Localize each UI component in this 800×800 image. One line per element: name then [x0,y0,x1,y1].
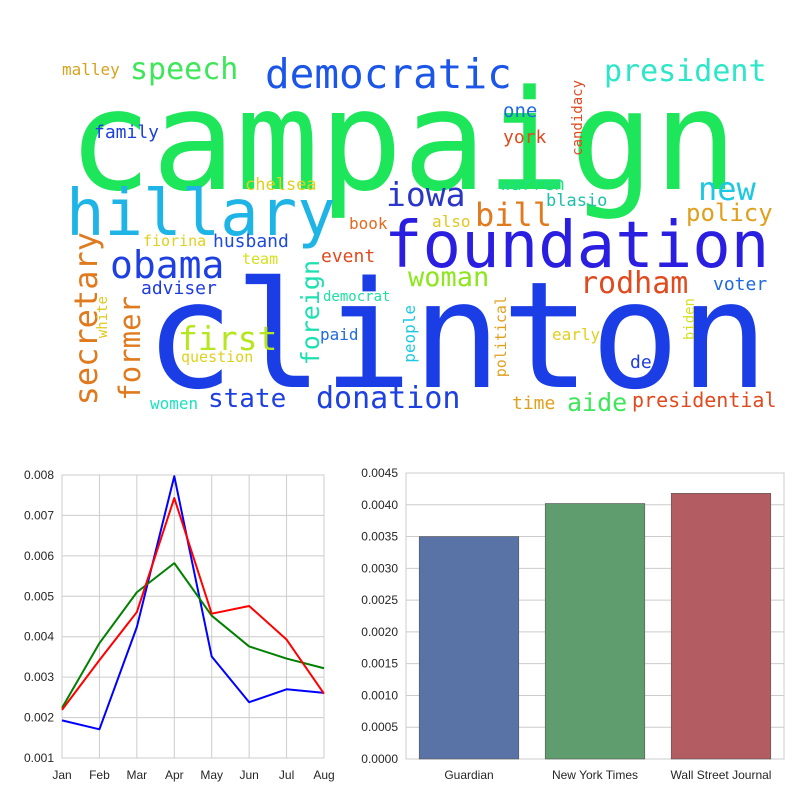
word-event: event [321,246,376,267]
x-tick-label: Jul [279,768,294,782]
series-line-2 [61,562,325,709]
y-tick-label: 0.003 [24,670,54,684]
word-women: women [150,394,199,413]
word-book: book [349,214,388,233]
y-tick-label: 0.0010 [361,688,398,702]
x-tick-label: Wall Street Journal [671,768,772,782]
word-de: de [630,352,652,373]
y-tick-label: 0.0030 [361,561,398,575]
word-presidential: presidential [632,388,777,412]
x-tick-label: Jan [52,768,71,782]
word-obama: obama [110,243,225,287]
word-malley: malley [62,60,120,79]
word-political: political [492,296,510,378]
word-speech: speech [130,52,239,87]
word-cloud: campaign clinton foundation hillary demo… [62,50,777,422]
word-bill: bill [475,196,553,234]
word-rodham: rodham [580,266,689,301]
line-chart: 0.001 0.002 0.003 0.004 0.005 0.006 0.007 0.008… [24,468,335,782]
word-former: former [113,296,147,401]
word-also: also [432,212,471,231]
word-aide: aide [567,388,628,417]
x-tick-label: Guardian [444,768,493,782]
word-democrat: democrat [323,289,391,305]
y-tick-label: 0.005 [24,589,54,603]
word-policy: policy [686,199,773,227]
word-question: question [181,348,254,366]
y-tick-label: 0.0045 [361,466,398,480]
plot-area [61,474,325,759]
y-tick-label: 0.0020 [361,625,398,639]
word-people: people [400,305,419,363]
x-tick-label: Aug [313,768,334,782]
word-campaign: campaign [68,60,738,222]
bar-1 [418,536,520,760]
word-democratic: democratic [265,50,512,98]
y-tick-label: 0.0000 [361,752,398,766]
bar-2 [544,503,646,760]
word-time: time [512,393,556,414]
word-iowa: iowa [386,175,466,214]
word-white: white [95,296,111,339]
y-tick-label: 0.0025 [361,593,398,607]
word-first: first [178,319,278,358]
x-tick-label: Jun [239,768,258,782]
y-tick-label: 0.004 [24,630,54,644]
word-fiorina: fiorina [143,232,207,250]
x-tick-label: Mar [127,768,148,782]
y-tick-label: 0.007 [24,508,54,522]
word-family: family [94,122,160,143]
word-husband: husband [213,231,289,252]
word-new: new [698,170,756,208]
word-woman: woman [408,262,490,293]
word-clinton: clinton [145,250,769,422]
word-candidacy: candidacy [570,80,586,156]
word-york: york [503,127,547,148]
y-tick-label: 0.002 [24,711,54,725]
word-one: one [503,100,538,122]
word-biden: biden [682,298,698,341]
y-tick-label: 0.001 [24,751,54,765]
bar-chart: 0.0000 0.0005 0.0010 0.0015 0.0020 0.0025 0.00… [361,466,785,782]
word-donation: donation [316,381,461,416]
x-tick-label: May [200,768,223,782]
y-tick-label: 0.006 [24,549,54,563]
word-state: state [208,384,287,414]
x-tick-label: New York Times [552,768,638,782]
word-early: early [552,325,601,344]
word-president: president [604,54,767,89]
y-tick-label: 0.0040 [361,498,398,512]
word-foreign: foreign [296,260,325,366]
word-paid: paid [320,325,359,344]
y-tick-label: 0.008 [24,468,54,482]
bar-3 [670,493,772,760]
word-blasio: blasio [546,191,608,211]
word-adviser: adviser [141,278,217,299]
word-chelsea: chelsea [245,175,317,195]
series-line-3 [61,497,325,711]
x-tick-label: Feb [89,768,110,782]
y-tick-label: 0.0015 [361,657,398,671]
y-tick-label: 0.0005 [361,720,398,734]
word-team: team [242,250,279,268]
series-line-1 [61,475,325,731]
x-tick-label: Apr [165,768,184,782]
word-warren: warren [500,174,566,195]
y-tick-label: 0.0035 [361,530,398,544]
word-foundation: foundation [384,209,770,283]
word-voter: voter [713,274,768,295]
word-hillary: hillary [66,177,336,251]
